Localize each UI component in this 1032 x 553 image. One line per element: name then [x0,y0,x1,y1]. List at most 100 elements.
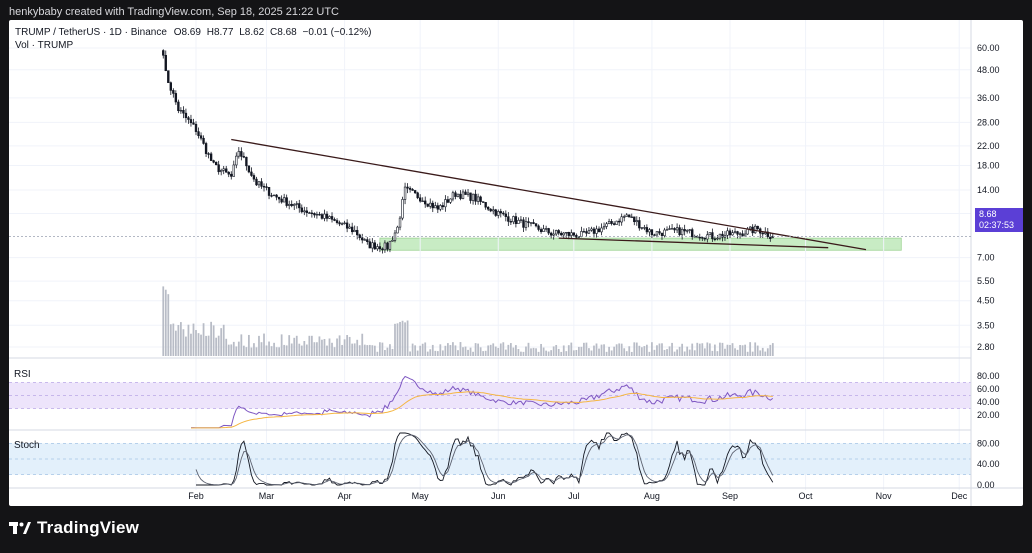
trendline-support[interactable] [558,237,829,249]
candle-body[interactable] [635,220,638,223]
candle-body[interactable] [169,82,172,91]
candle-body[interactable] [670,228,674,230]
candle-body[interactable] [358,234,361,239]
candle-body[interactable] [509,221,513,223]
candle-body[interactable] [660,232,664,237]
candle-body[interactable] [209,153,213,161]
candle-body[interactable] [499,211,502,214]
candle-body[interactable] [386,242,389,250]
candle-body[interactable] [602,226,606,229]
candle-body[interactable] [345,222,349,229]
candle-body[interactable] [164,54,167,71]
candle-body[interactable] [658,231,661,234]
candle-body[interactable] [194,123,198,132]
candle-body[interactable] [517,220,520,224]
candle-body[interactable] [240,151,243,157]
candle-body[interactable] [441,205,445,208]
candle-body[interactable] [225,168,228,173]
candle-body[interactable] [570,232,573,236]
candle-body[interactable] [547,228,550,234]
candle-body[interactable] [237,151,241,157]
candle-body[interactable] [487,206,490,210]
candle-body[interactable] [426,203,429,207]
candle-body[interactable] [587,230,591,234]
candle-body[interactable] [320,214,324,219]
rsi-ma-line[interactable] [191,391,773,429]
candle-body[interactable] [701,237,704,239]
volume-legend[interactable]: Vol · TRUMP [15,40,74,51]
candle-body[interactable] [381,248,384,251]
candle-body[interactable] [343,222,346,225]
candle-body[interactable] [678,227,681,236]
candle-body[interactable] [718,233,722,239]
candle-body[interactable] [406,186,409,189]
candle-body[interactable] [373,242,377,250]
candle-body[interactable] [471,193,475,201]
candle-body[interactable] [413,190,417,194]
candle-body[interactable] [733,231,737,233]
candle-body[interactable] [756,225,759,230]
candle-body[interactable] [459,193,462,199]
candle-body[interactable] [532,222,535,224]
candle-body[interactable] [363,239,366,241]
candle-body[interactable] [512,216,515,223]
candle-body[interactable] [449,198,452,203]
candle-body[interactable] [235,155,238,166]
candle-body[interactable] [204,143,208,154]
candle-body[interactable] [628,214,631,218]
candle-body[interactable] [504,213,508,217]
trendline-resistance[interactable] [231,138,867,251]
candle-body[interactable] [288,203,291,206]
candle-body[interactable] [255,178,258,186]
candle-body[interactable] [260,181,263,187]
candle-body[interactable] [230,173,233,177]
candle-body[interactable] [494,209,497,216]
candle-body[interactable] [620,216,623,223]
candle-body[interactable] [280,198,283,203]
candle-body[interactable] [295,203,298,205]
candle-body[interactable] [454,192,457,197]
candle-body[interactable] [265,186,268,188]
candle-body[interactable] [567,232,570,236]
candle-body[interactable] [227,171,230,175]
candle-body[interactable] [403,186,407,200]
candle-body[interactable] [172,90,175,94]
candle-body[interactable] [549,232,553,236]
candle-body[interactable] [607,221,611,225]
candle-body[interactable] [617,220,621,223]
candle-body[interactable] [481,201,485,203]
candle-body[interactable] [368,241,371,249]
candle-body[interactable] [214,161,218,166]
candle-body[interactable] [728,230,732,236]
candle-body[interactable] [217,164,220,173]
candle-body[interactable] [638,220,641,229]
candle-body[interactable] [356,229,359,236]
candle-body[interactable] [466,192,470,195]
candle-body[interactable] [597,228,601,233]
candle-body[interactable] [451,192,455,200]
candle-body[interactable] [315,213,319,216]
candle-body[interactable] [736,231,739,235]
symbol-title[interactable]: TRUMP / TetherUS · 1D · Binance [15,27,167,38]
candle-body[interactable] [572,232,576,236]
candle-body[interactable] [272,194,276,197]
candle-body[interactable] [270,195,273,197]
candle-body[interactable] [456,193,460,197]
candle-body[interactable] [257,181,261,186]
candle-body[interactable] [519,219,523,221]
candle-body[interactable] [290,203,293,206]
candle-body[interactable] [376,246,379,250]
candle-body[interactable] [643,227,646,229]
candle-body[interactable] [388,240,392,250]
candle-body[interactable] [305,210,309,213]
candle-body[interactable] [713,238,717,240]
candle-body[interactable] [391,239,394,242]
candle-body[interactable] [277,196,281,200]
candle-body[interactable] [668,228,671,230]
candle-body[interactable] [431,202,434,209]
candle-body[interactable] [285,197,288,206]
candle-body[interactable] [461,191,465,199]
candle-body[interactable] [383,242,387,251]
candle-body[interactable] [552,233,555,236]
candle-body[interactable] [640,227,644,229]
